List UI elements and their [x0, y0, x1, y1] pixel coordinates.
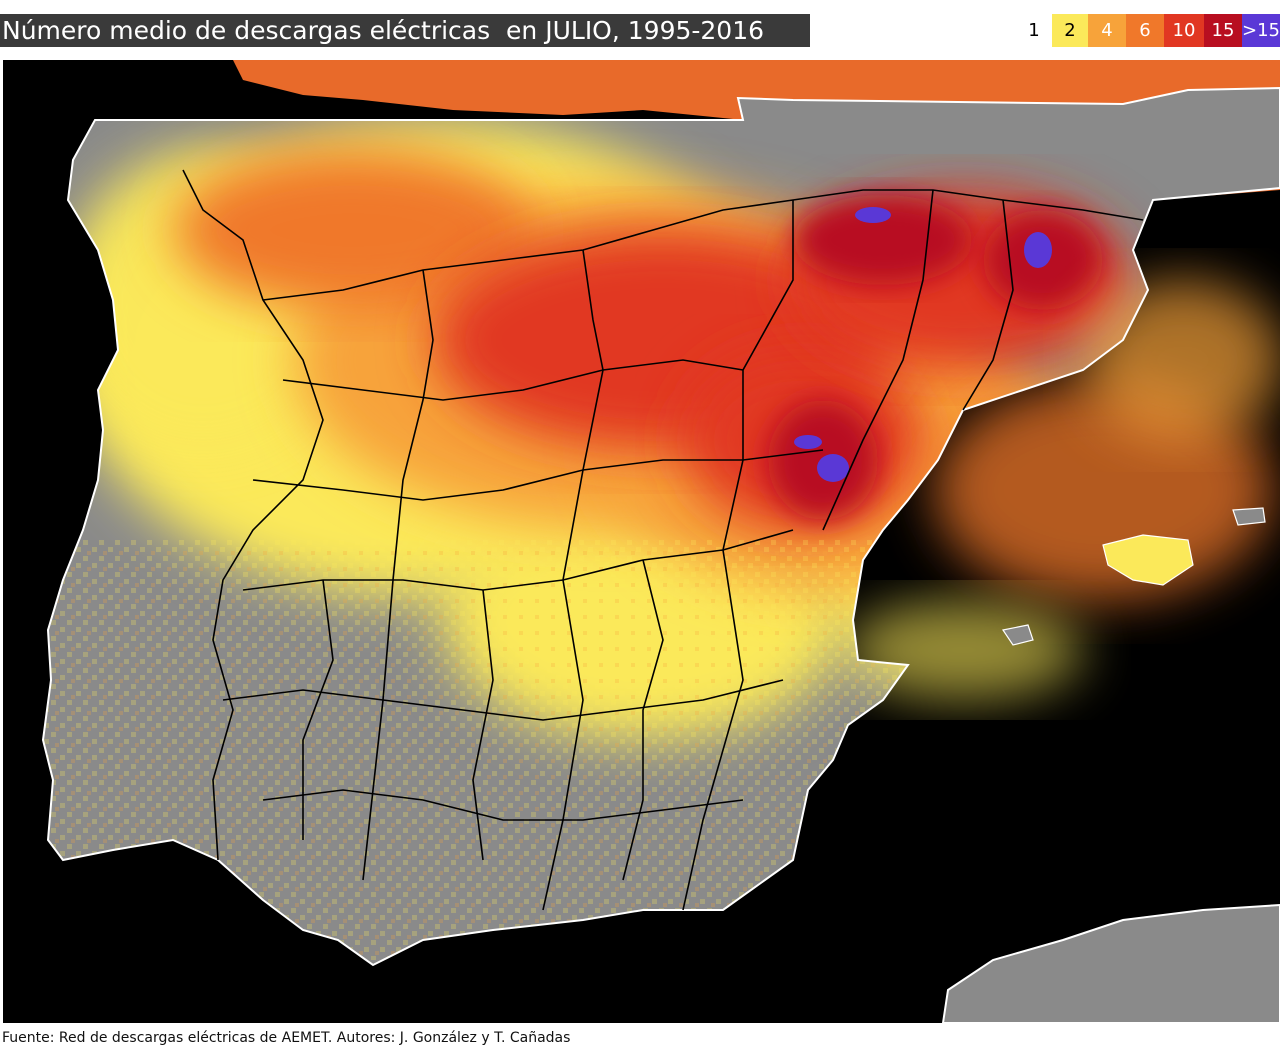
legend-item-3: 4 — [1088, 14, 1126, 47]
heat-overlay — [43, 120, 1280, 960]
legend-item-2: 2 — [1052, 14, 1088, 47]
province-borders — [182, 169, 1144, 911]
lightning-density-map — [3, 60, 1280, 1023]
map-svg — [3, 60, 1280, 1023]
source-credit: Fuente: Red de descargas eléctricas de A… — [2, 1030, 571, 1046]
max-spot-teruel — [817, 454, 849, 482]
mallorca-island — [1102, 534, 1194, 586]
max-spot-pyrenees-east — [1024, 232, 1052, 268]
ibiza-island — [1002, 624, 1034, 646]
map-title: Número medio de descargas eléctricas en … — [0, 14, 810, 47]
legend-item-4: 6 — [1126, 14, 1164, 47]
legend-item-6: 15 — [1204, 14, 1242, 47]
color-legend: 1 2 4 6 10 15 >15 — [1016, 14, 1280, 47]
max-spot-iberian-range — [794, 435, 822, 449]
legend-item-7: >15 — [1242, 14, 1280, 47]
legend-item-1: 1 — [1016, 14, 1052, 47]
menorca-island — [1232, 507, 1266, 526]
legend-item-5: 10 — [1164, 14, 1204, 47]
max-spot-pyrenees-west — [855, 207, 891, 223]
